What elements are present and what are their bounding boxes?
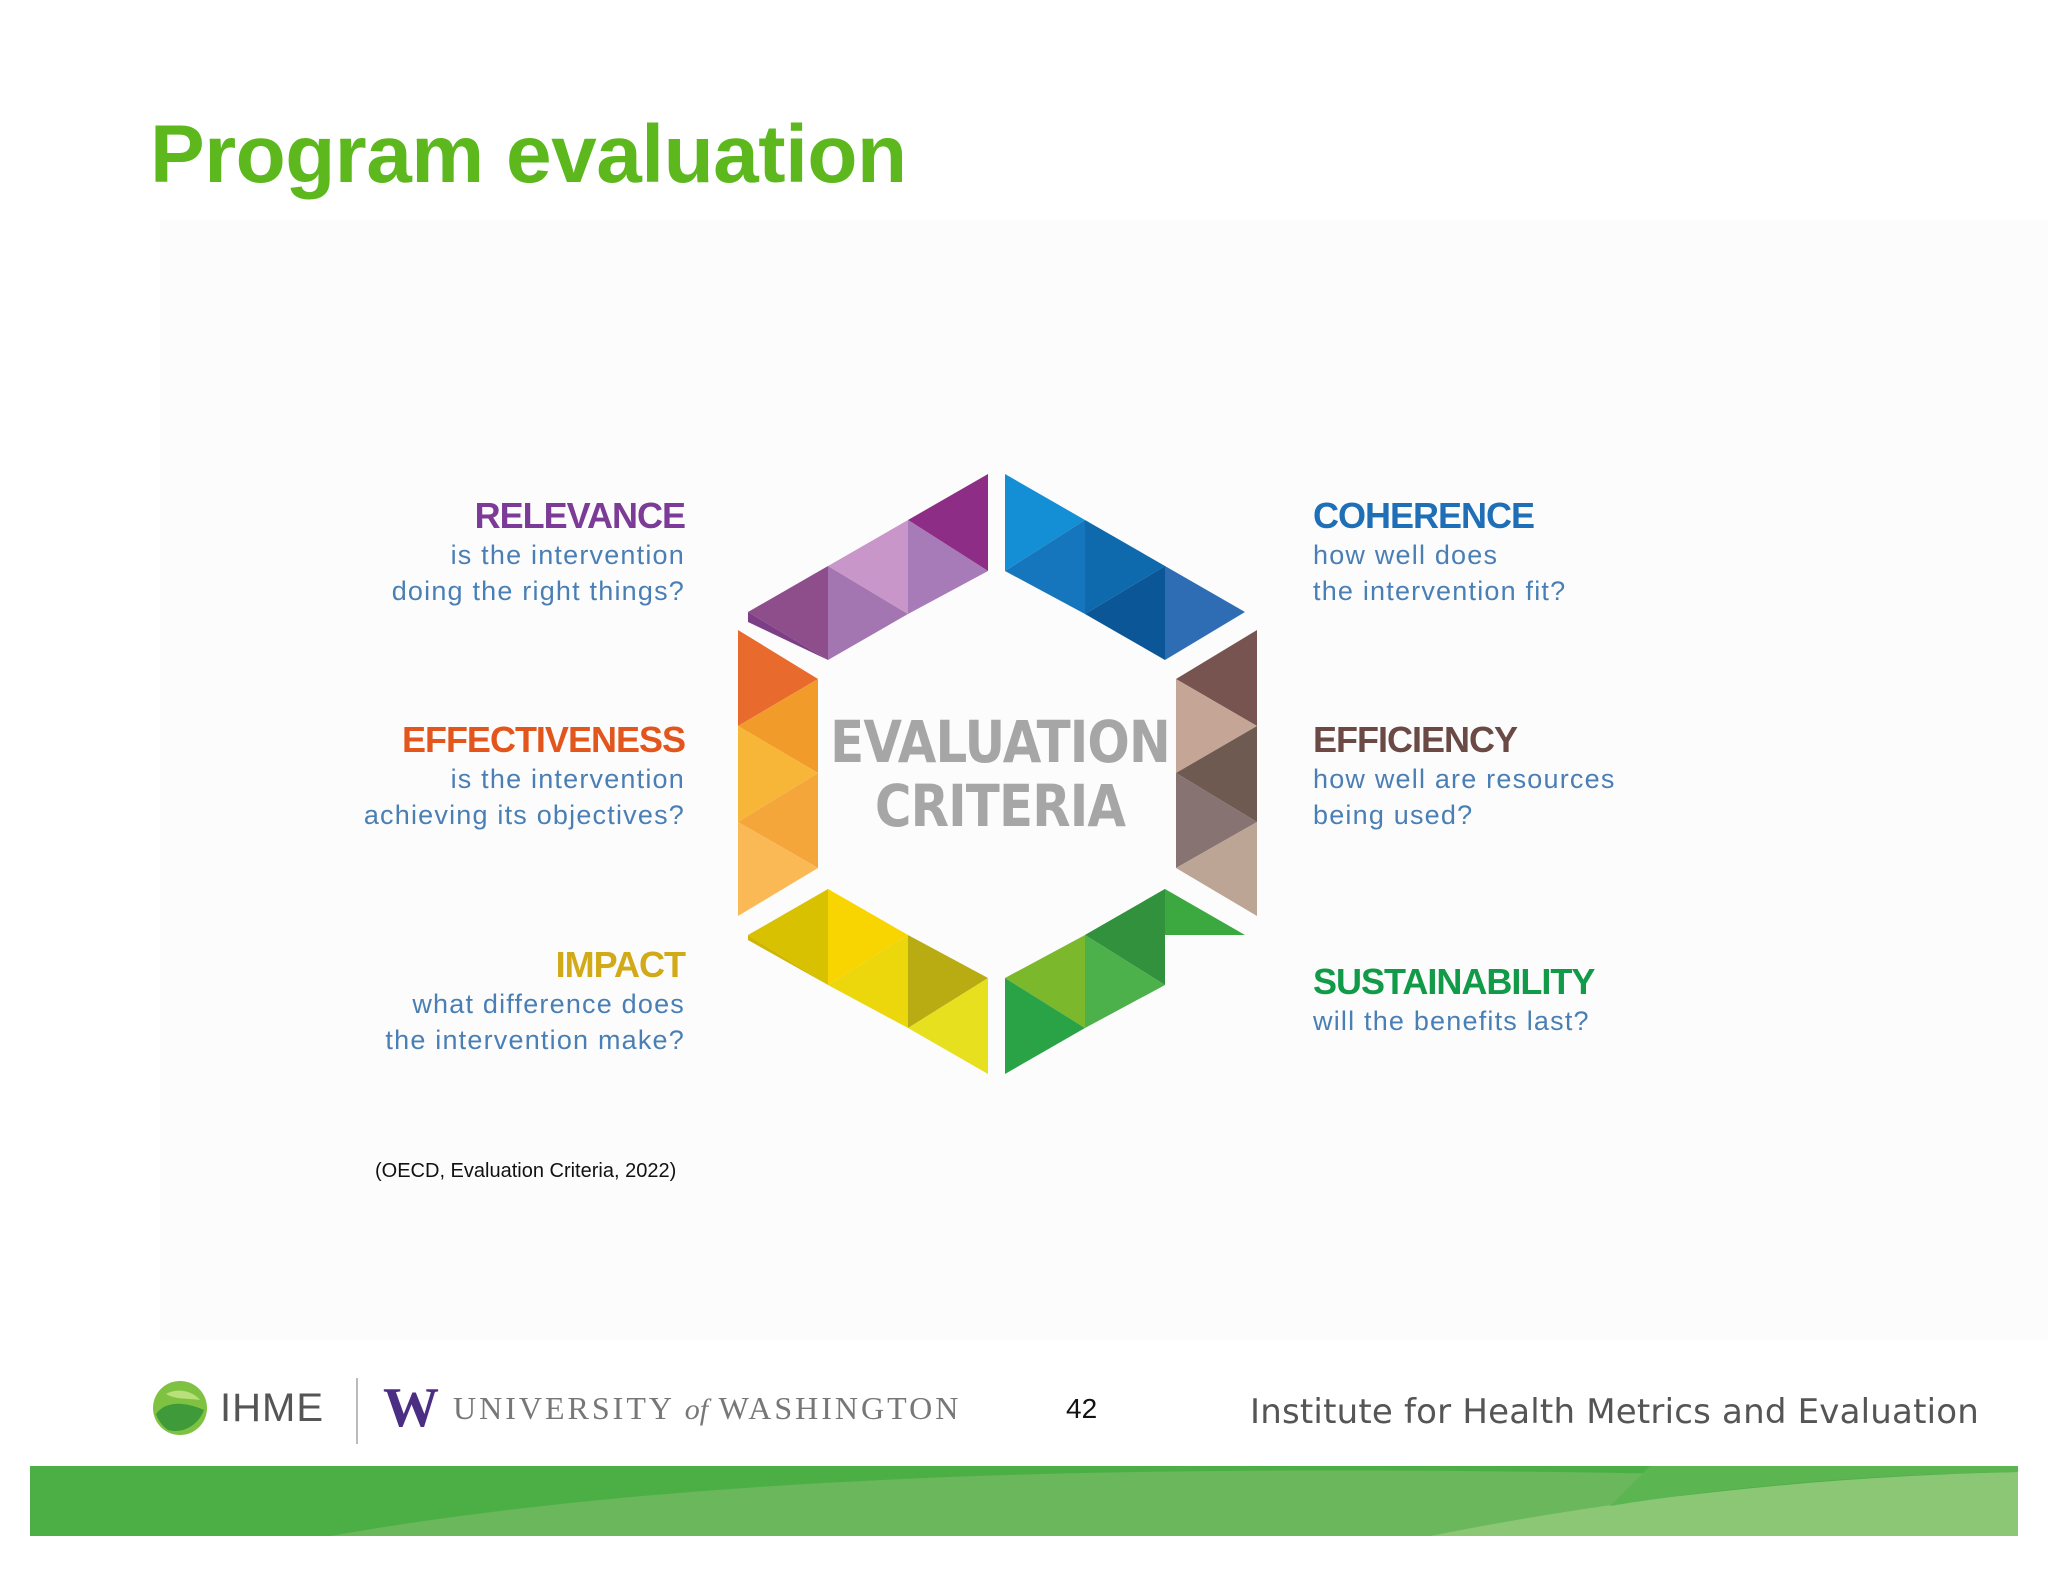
criterion-title: RELEVANCE [474,495,686,536]
ihme-leaf-icon [153,1381,207,1435]
criterion-description-line: is the intervention [450,540,685,570]
hexagon-segment-impact [748,889,988,1074]
criterion-description-line: is the intervention [450,764,685,794]
criterion-description-line: will the benefits last? [1313,1006,1590,1036]
center-label-line: CRITERIA [874,772,1126,840]
criterion-sustainability: SUSTAINABILITY will the benefits last? [1313,961,1753,1039]
hexagon-segment-sustainability [1005,889,1245,1074]
criterion-title: EFFECTIVENESS [401,719,686,760]
criterion-efficiency: EFFICIENCY how well are resources being … [1313,719,1753,833]
criterion-title: IMPACT [555,944,686,985]
slide-title: Program evaluation [150,109,907,200]
hexagon-segment-coherence [1005,474,1245,660]
criterion-impact: IMPACT what difference does the interven… [245,944,686,1058]
criterion-relevance: RELEVANCE is the intervention doing the … [245,495,686,609]
hexagon-center-label: EVALUATION CRITERIA [819,710,1180,838]
page-number: 42 [1066,1393,1098,1424]
criterion-description-line: the intervention make? [385,1025,685,1055]
criterion-description-line: what difference does [412,989,685,1019]
criterion-description-line: the intervention fit? [1313,576,1567,606]
uw-wordmark-part: of [684,1392,709,1426]
criterion-description-line: being used? [1313,800,1474,830]
criterion-description-line: how well are resources [1313,764,1616,794]
hexagon-segment-efficiency [1176,630,1257,916]
ihme-logo: IHME [152,1378,324,1438]
criterion-coherence: COHERENCE how well does the intervention… [1313,495,1753,609]
uw-wordmark-part: UNIVERSITY [453,1389,674,1426]
content-panel [160,220,2048,1340]
uw-wordmark-part: WASHINGTON [718,1389,962,1426]
hexagon-segment-relevance [748,474,988,660]
logo-divider [356,1378,358,1444]
uw-w-icon: W [383,1377,439,1439]
hexagon-segment-effectiveness [738,630,818,916]
criterion-description-line: how well does [1313,540,1499,570]
uw-wordmark: UNIVERSITY of WASHINGTON [453,1390,961,1427]
criterion-description-line: achieving its objectives? [363,800,685,830]
citation: (OECD, Evaluation Criteria, 2022) [375,1160,677,1182]
uw-logo: W UNIVERSITY of WASHINGTON [383,1377,961,1439]
ihme-wordmark: IHME [220,1385,324,1430]
criterion-title: COHERENCE [1313,495,1535,536]
criterion-title: EFFICIENCY [1313,719,1518,760]
evaluation-criteria-hexagon [738,474,1257,1074]
footer-green-band [30,1466,2018,1536]
criterion-title: SUSTAINABILITY [1313,961,1595,1002]
criterion-description-line: doing the right things? [391,576,685,606]
institute-name: Institute for Health Metrics and Evaluat… [1250,1392,1980,1432]
criterion-effectiveness: EFFECTIVENESS is the intervention achiev… [245,719,686,833]
center-label-line: EVALUATION [830,708,1171,776]
